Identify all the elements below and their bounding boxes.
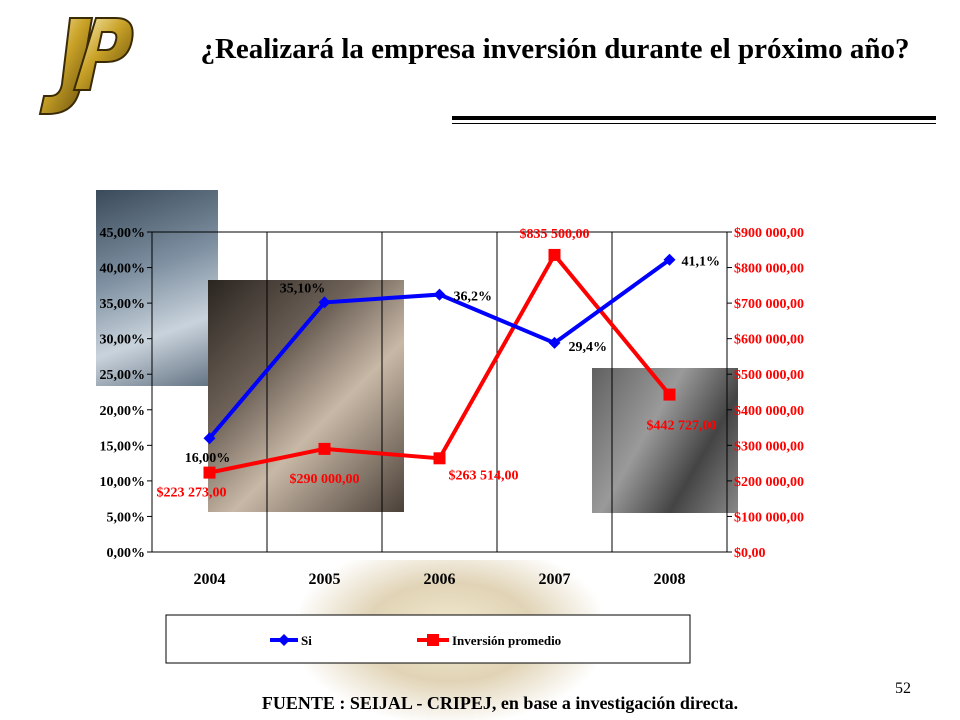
y-right-tick-label: $700 000,00 bbox=[734, 297, 804, 312]
marker-si bbox=[663, 253, 676, 266]
legend-marker-si bbox=[278, 634, 290, 646]
y-right-tick-label: $900 000,00 bbox=[734, 226, 804, 241]
marker-si bbox=[203, 432, 216, 445]
plot-area bbox=[151, 231, 728, 553]
marker-inversion bbox=[318, 442, 331, 455]
data-label-si: 29,4% bbox=[569, 340, 608, 355]
marker-inversion bbox=[203, 466, 216, 479]
data-label-inversion: $263 514,00 bbox=[449, 468, 519, 483]
x-tick-label: 2005 bbox=[309, 571, 341, 588]
y-left-tick-label: 40,00% bbox=[100, 262, 146, 277]
source-note: FUENTE : SEIJAL - CRIPEJ, en base a inve… bbox=[261, 693, 739, 713]
x-tick-label: 2008 bbox=[654, 571, 686, 588]
title-rule bbox=[452, 116, 936, 120]
jp-logo bbox=[38, 17, 134, 115]
y-left-tick-label: 25,00% bbox=[100, 368, 146, 383]
data-label-si: 36,2% bbox=[454, 290, 493, 305]
y-right-tick-label: $100 000,00 bbox=[734, 510, 804, 525]
y-left-tick-label: 35,00% bbox=[100, 297, 146, 312]
x-tick-label: 2006 bbox=[424, 571, 456, 588]
data-label-si: 16,00% bbox=[185, 451, 231, 466]
data-label-inversion: $442 727,00 bbox=[647, 419, 717, 434]
y-left-tick-label: 45,00% bbox=[100, 226, 146, 241]
y-right-tick-label: $500 000,00 bbox=[734, 368, 804, 383]
page-title: ¿Realizará la empresa inversión durante … bbox=[200, 33, 910, 65]
y-right-tick-label: $800 000,00 bbox=[734, 262, 804, 277]
marker-inversion bbox=[663, 388, 676, 401]
y-left-tick-label: 30,00% bbox=[100, 333, 146, 348]
data-label-inversion: $223 273,00 bbox=[157, 486, 227, 501]
series-line-inversion bbox=[209, 251, 672, 475]
x-tick-label: 2004 bbox=[194, 571, 226, 588]
legend-label-si: Si bbox=[301, 633, 312, 648]
marker-inversion bbox=[433, 452, 446, 465]
y-right-tick-label: $300 000,00 bbox=[734, 439, 804, 454]
data-label-inversion: $290 000,00 bbox=[290, 472, 360, 487]
legend-label-inversion: Inversión promedio bbox=[452, 633, 561, 648]
marker-si bbox=[318, 296, 331, 309]
marker-si bbox=[548, 336, 561, 349]
photo-child bbox=[96, 190, 218, 386]
title-rule-thin bbox=[452, 123, 936, 124]
data-label-si: 35,10% bbox=[280, 281, 326, 296]
x-tick-label: 2007 bbox=[539, 571, 571, 588]
marker-inversion bbox=[548, 248, 561, 261]
data-label-inversion: $835 500,00 bbox=[520, 227, 590, 242]
legend-marker-inversion bbox=[427, 634, 439, 646]
data-label-si: 41,1% bbox=[682, 255, 721, 270]
page-number: 52 bbox=[895, 680, 911, 697]
marker-si bbox=[433, 288, 446, 301]
y-left-tick-label: 0,00% bbox=[107, 546, 146, 561]
y-left-tick-label: 10,00% bbox=[100, 475, 146, 490]
y-right-tick-label: $0,00 bbox=[734, 546, 766, 561]
photo-woman bbox=[208, 280, 404, 512]
y-right-tick-label: $600 000,00 bbox=[734, 333, 804, 348]
y-right-tick-label: $400 000,00 bbox=[734, 404, 804, 419]
y-left-tick-label: 15,00% bbox=[100, 439, 146, 454]
y-left-tick-label: 5,00% bbox=[107, 510, 146, 525]
y-right-tick-label: $200 000,00 bbox=[734, 475, 804, 490]
y-left-tick-label: 20,00% bbox=[100, 404, 146, 419]
